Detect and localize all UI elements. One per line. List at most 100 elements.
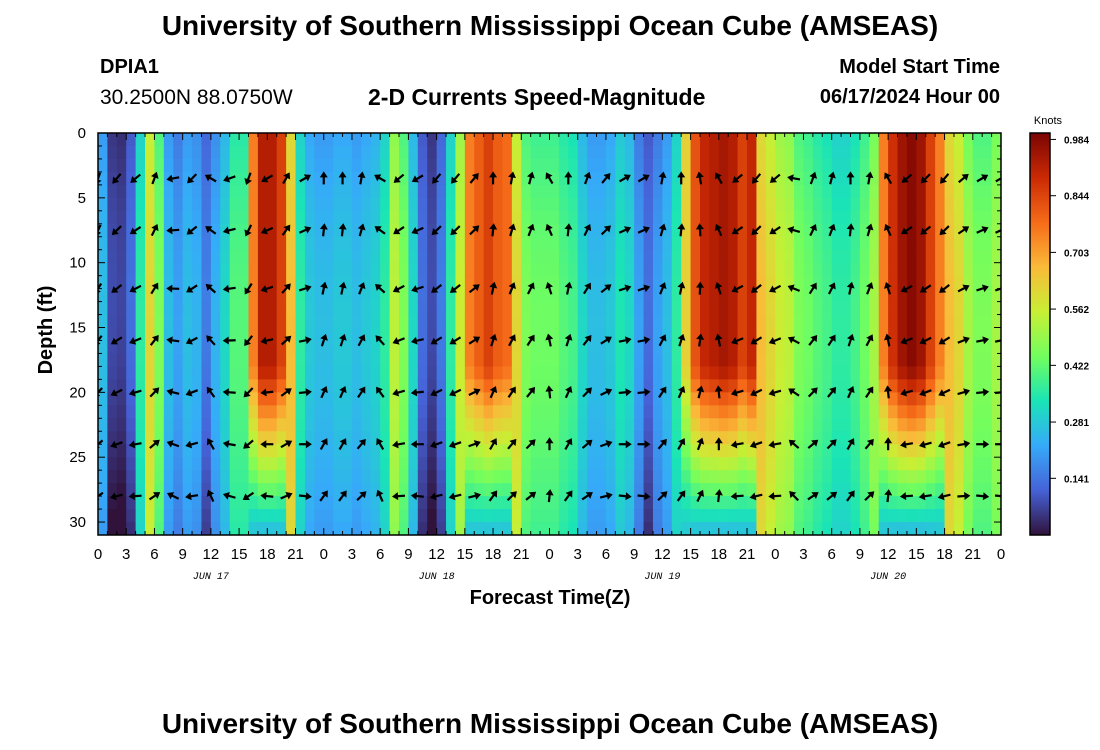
current-arrow xyxy=(600,388,613,396)
heatmap-cell xyxy=(154,262,165,277)
heatmap-cell xyxy=(944,275,955,290)
heatmap-cell xyxy=(257,249,268,264)
heatmap-cell xyxy=(634,288,645,303)
heatmap-cell xyxy=(935,327,946,342)
heatmap-cell xyxy=(436,353,447,368)
heatmap-cell xyxy=(399,457,410,471)
heatmap-cell xyxy=(822,249,833,264)
current-arrow xyxy=(918,440,932,449)
heatmap-cell xyxy=(98,145,109,160)
heatmap-cell xyxy=(869,457,880,471)
heatmap-cell xyxy=(577,197,588,212)
heatmap-cell xyxy=(596,392,607,406)
heatmap-cell xyxy=(756,327,767,342)
heatmap-cell xyxy=(370,314,381,329)
current-arrow xyxy=(976,440,990,449)
heatmap-cell xyxy=(963,392,974,406)
heatmap-cell xyxy=(577,392,588,406)
heatmap-cell xyxy=(201,249,212,264)
heatmap-cell xyxy=(587,509,598,523)
heatmap-cell xyxy=(972,340,983,355)
heatmap-cell xyxy=(201,431,212,445)
heatmap-cell xyxy=(220,379,231,393)
heatmap-cell xyxy=(530,353,541,368)
heatmap-cell xyxy=(728,197,739,212)
heatmap-cell xyxy=(182,483,193,497)
heatmap-cell xyxy=(220,236,231,251)
heatmap-cell xyxy=(652,236,663,251)
heatmap-cell xyxy=(267,210,278,225)
heatmap-cell xyxy=(248,392,259,406)
heatmap-cell xyxy=(163,366,174,380)
heatmap-cell xyxy=(916,353,927,368)
heatmap-cell xyxy=(427,522,438,535)
heatmap-cell xyxy=(389,340,400,355)
heatmap-cell xyxy=(98,509,109,523)
heatmap-cell xyxy=(342,301,353,316)
heatmap-cell xyxy=(605,470,616,484)
heatmap-cell xyxy=(351,158,362,173)
heatmap-cell xyxy=(239,314,250,329)
current-arrow xyxy=(430,336,443,345)
heatmap-cell xyxy=(229,184,240,199)
heatmap-cell xyxy=(323,483,334,497)
current-arrow xyxy=(545,223,553,237)
heatmap-cell xyxy=(812,470,823,484)
heatmap-cell xyxy=(493,133,504,147)
heatmap-cell xyxy=(154,197,165,212)
heatmap-cell xyxy=(455,509,466,523)
heatmap-cell xyxy=(474,483,485,497)
heatmap-cell xyxy=(483,133,494,147)
heatmap-cell xyxy=(991,340,1001,355)
heatmap-cell xyxy=(803,223,814,238)
heatmap-cell xyxy=(916,340,927,355)
heatmap-cell xyxy=(163,431,174,445)
heatmap-cell xyxy=(963,262,974,277)
heatmap-cell xyxy=(464,171,475,186)
heatmap-cell xyxy=(417,184,428,199)
heatmap-cell xyxy=(972,301,983,316)
heatmap-cell xyxy=(107,431,118,445)
heatmap-cell xyxy=(906,444,917,458)
heatmap-cell xyxy=(229,431,240,445)
heatmap-cell xyxy=(163,314,174,329)
heatmap-cell xyxy=(756,392,767,406)
current-arrow xyxy=(884,223,892,237)
heatmap-cell xyxy=(596,262,607,277)
heatmap-cell xyxy=(399,366,410,380)
heatmap-cell xyxy=(972,483,983,497)
heatmap-cell xyxy=(577,340,588,355)
heatmap-cell xyxy=(201,158,212,173)
current-arrow xyxy=(185,388,199,397)
heatmap-cell xyxy=(878,340,889,355)
heatmap-cell xyxy=(568,275,579,290)
heatmap-cell xyxy=(248,379,259,393)
heatmap-cell xyxy=(389,353,400,368)
heatmap-cell xyxy=(709,444,720,458)
heatmap-cell xyxy=(257,340,268,355)
heatmap-cell xyxy=(662,171,673,186)
heatmap-cell xyxy=(154,184,165,199)
heatmap-cell xyxy=(671,509,682,523)
heatmap-cell xyxy=(747,288,758,303)
heatmap-cell xyxy=(652,314,663,329)
heatmap-cell xyxy=(483,483,494,497)
heatmap-cell xyxy=(897,340,908,355)
heatmap-cell xyxy=(925,236,936,251)
heatmap-cell xyxy=(794,405,805,419)
current-arrow xyxy=(526,386,536,398)
heatmap-cell xyxy=(126,457,137,471)
heatmap-cell xyxy=(605,288,616,303)
heatmap-cell xyxy=(935,431,946,445)
heatmap-cell xyxy=(511,184,522,199)
heatmap-cell xyxy=(643,405,654,419)
heatmap-cell xyxy=(728,431,739,445)
heatmap-cell xyxy=(662,262,673,277)
heatmap-cell xyxy=(831,184,842,199)
heatmap-cell xyxy=(257,496,268,510)
heatmap-cell xyxy=(540,288,551,303)
heatmap-cell xyxy=(700,470,711,484)
heatmap-cell xyxy=(267,379,278,393)
heatmap-cell xyxy=(276,327,287,342)
heatmap-cell xyxy=(615,223,626,238)
